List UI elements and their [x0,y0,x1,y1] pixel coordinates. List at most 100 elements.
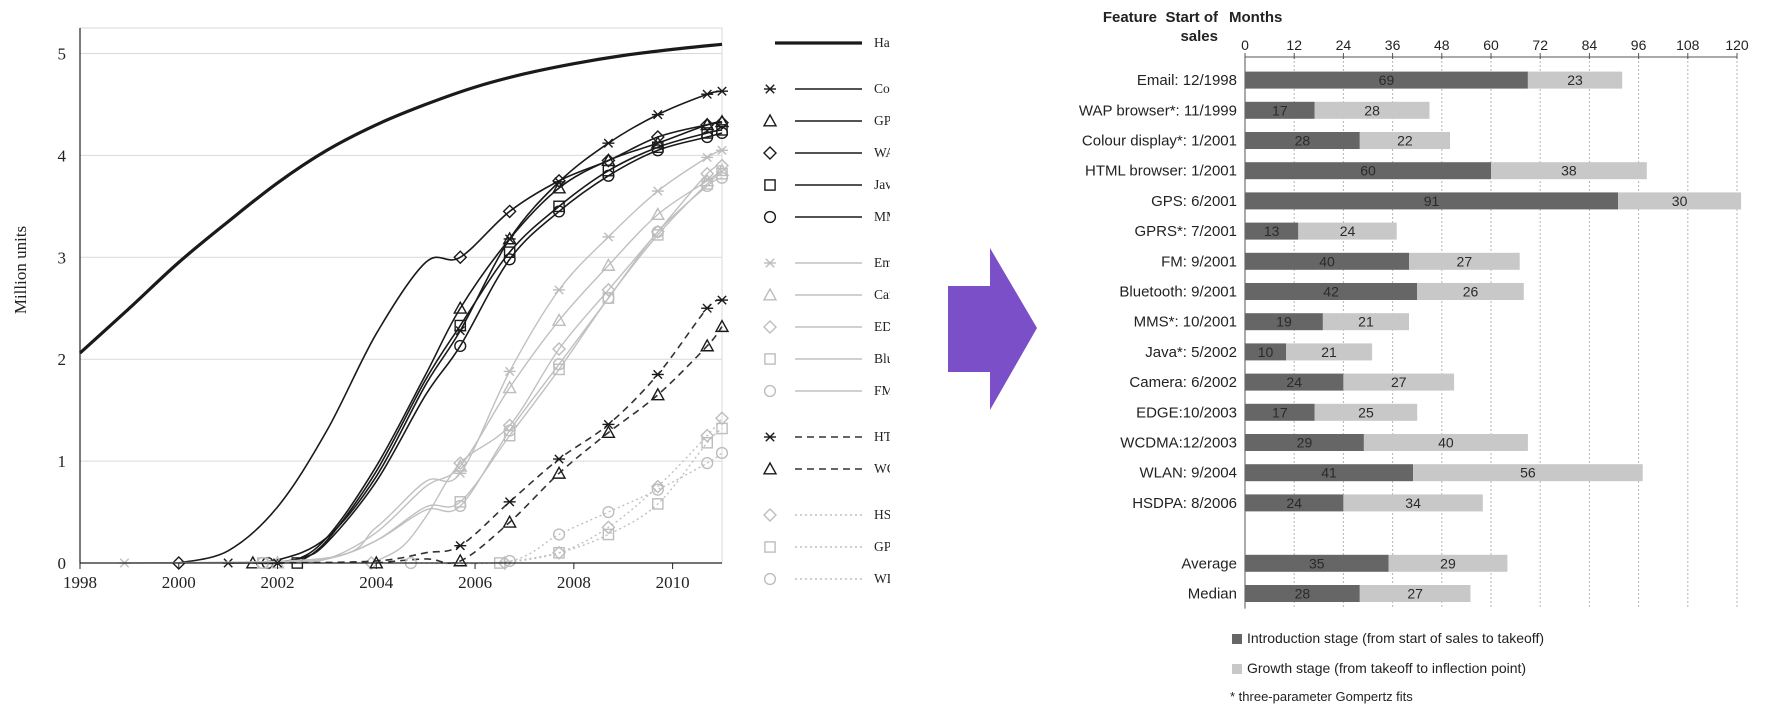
bar-growth [1527,71,1623,89]
bar-growth [1388,554,1508,572]
series-line [277,170,723,564]
data-point [651,186,664,196]
bar-growth-label: 21 [1358,314,1374,330]
right-x-tick-label: 72 [1532,37,1548,53]
legend-marker [763,384,777,398]
series-line [262,177,723,564]
data-point [651,225,664,238]
bar-intro-label: 13 [1264,223,1280,239]
bar-row: 24 34 [1245,494,1483,512]
left-x-tick-label: 1998 [63,573,97,592]
data-point [715,411,729,426]
legend-label: MMS [874,209,890,224]
bar-growth-label: 21 [1321,344,1337,360]
data-point [497,556,512,570]
series-gps [493,422,728,569]
bar-row: 19 21 [1245,313,1409,331]
data-point [601,282,616,297]
data-point [551,313,567,326]
left-y-tick-label: 4 [58,146,67,165]
data-point [552,545,567,560]
series-gprs [245,114,730,569]
legend-marker [764,179,776,191]
series-colour-display [222,86,728,568]
data-point [552,528,566,541]
bar-intro-label: 28 [1295,586,1311,602]
data-point [601,257,616,271]
bar-intro [1245,162,1491,180]
bar-row: 40 27 [1245,252,1520,270]
bar-intro [1245,585,1360,602]
series-wcdma [369,319,730,569]
bar-intro [1245,434,1364,451]
category-label: HTML browser: 1/2001 [1085,163,1237,180]
bar-intro [1245,101,1315,119]
data-point [552,173,567,188]
legend-label: GPRS [874,113,890,128]
data-point [701,457,714,470]
legend-label: Camera [874,287,890,302]
data-point [699,338,715,352]
left-x-tick-label: 2004 [359,573,394,592]
category-label: EDGE:10/2003 [1136,404,1237,421]
bar-growth [1491,162,1647,180]
bar-growth [1359,132,1450,149]
data-point [716,422,728,435]
legend-item: GPRS [762,113,890,128]
legend-item: Handset base [775,35,890,50]
category-label: Median [1188,586,1237,603]
axis-title-months: Months [1229,9,1282,26]
bar-intro [1245,71,1528,89]
right-legend-label: Introduction stage (from start of sales … [1247,630,1544,646]
right-legend-label: Growth stage (from takeoff to inflection… [1247,660,1526,676]
bar-growth-label: 22 [1397,133,1413,149]
bar-growth-label: 27 [1457,253,1473,269]
data-point [651,483,664,496]
series-camera [270,163,730,569]
category-label: Bluetooth: 9/2001 [1119,284,1237,301]
bar-row: 29 40 [1245,434,1528,451]
data-point [701,127,713,139]
right-legend-item: Growth stage (from takeoff to inflection… [1232,660,1526,676]
data-point [715,115,729,130]
legend-item: WAP browser [763,145,890,160]
category-label: Colour display*: 1/2001 [1082,133,1237,150]
data-point [553,454,566,464]
series-line [499,427,723,564]
bar-intro-label: 24 [1286,374,1302,390]
data-point [701,130,714,144]
data-point [601,520,616,535]
series-line [376,326,723,564]
legend-item: Bluetooth [764,351,890,366]
bar-intro-label: 17 [1272,102,1288,118]
bar-intro [1245,494,1344,512]
bar-intro-label: 10 [1258,344,1274,360]
right-x-tick-label: 36 [1385,37,1401,53]
series-mms [261,126,729,570]
bar-growth [1343,373,1455,391]
data-point [503,554,516,568]
legend-label: Handset base [874,35,890,50]
bar-intro-label: 60 [1360,163,1376,179]
right-x-tick-label: 24 [1336,37,1352,53]
right-x-tick-label: 60 [1483,37,1499,53]
data-point [453,553,468,567]
bar-row: 42 26 [1245,283,1524,300]
category-label: Email: 12/1998 [1137,72,1237,89]
data-point [701,89,714,99]
category-label: HSDPA: 8/2006 [1132,495,1237,512]
data-point [454,499,467,513]
legend-label: WAP browser [874,145,890,160]
data-point [651,109,664,120]
data-point [701,436,713,449]
bar-intro [1245,222,1299,240]
data-point [454,540,467,551]
data-point [551,465,567,479]
left-plot-frame [79,27,723,564]
legend-item: HSDPA [763,507,890,522]
bar-growth-label: 28 [1364,102,1380,118]
category-label: Java*: 5/2002 [1145,344,1237,361]
data-point [601,425,616,439]
legend-label: Email [874,255,890,270]
bar-growth [1298,222,1397,240]
